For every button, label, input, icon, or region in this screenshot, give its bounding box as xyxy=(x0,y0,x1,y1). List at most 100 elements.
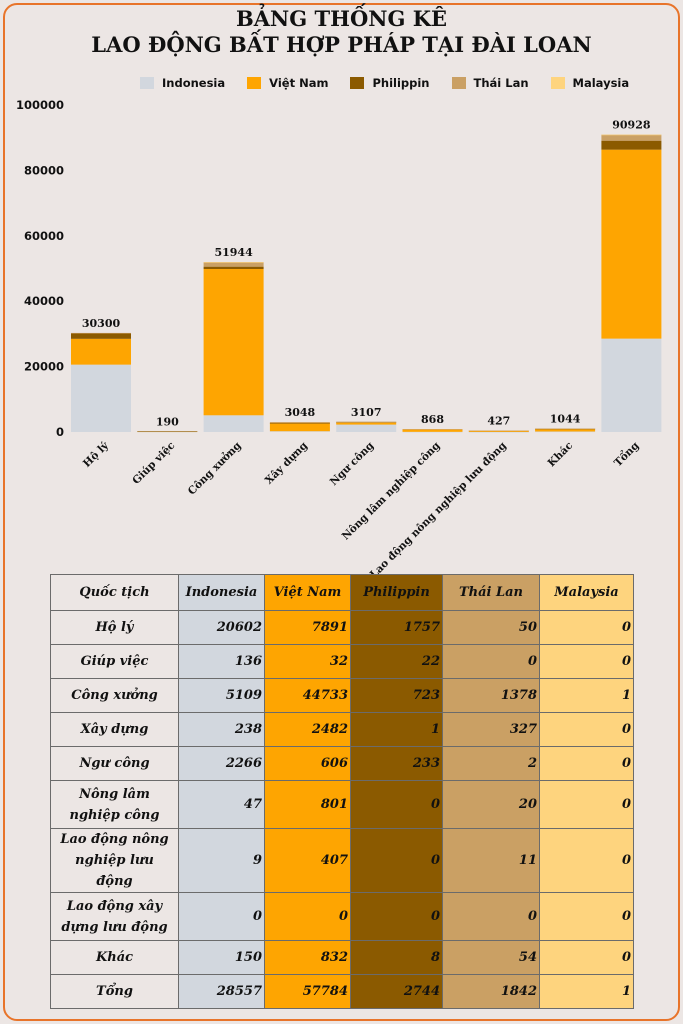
row-label: Giúp việc xyxy=(50,644,179,679)
x-tick-label-ho-ly: Hộ lý xyxy=(80,438,112,470)
table-cell-malaysia: 0 xyxy=(539,892,634,941)
table-cell-philippin: 0 xyxy=(350,828,443,893)
legend-item-malaysia: Malaysia xyxy=(550,76,629,90)
table-header-row: Quốc tịch Indonesia Việt Nam Philippin Thái … xyxy=(50,574,634,611)
x-tick-label-giup-viec: Giúp việc xyxy=(130,439,178,487)
legend-swatch xyxy=(550,77,565,89)
table-header-malaysia: Malaysia xyxy=(539,574,634,611)
bar-segment-thai-lan-ho-ly xyxy=(71,332,131,334)
legend-swatch xyxy=(247,77,262,89)
table-cell-malaysia: 0 xyxy=(539,712,634,747)
table-header-quoc-tich: Quốc tịch xyxy=(50,574,179,611)
bar-segment-thai-lan-ngu-cong xyxy=(336,421,397,423)
bar-segment-thai-lan-tong xyxy=(601,134,662,141)
table-cell-viet-nam: 2482 xyxy=(264,712,351,747)
table-cell-thai-lan: 50 xyxy=(442,610,540,645)
legend-swatch xyxy=(140,77,154,89)
table-cell-viet-nam: 57784 xyxy=(264,974,351,1009)
data-label-total: 3048 xyxy=(285,406,316,419)
bar-segment-philippin-ho-ly xyxy=(71,333,131,339)
bar-segment-indonesia-tong xyxy=(601,338,662,432)
data-table: Quốc tịch Indonesia Việt Nam Philippin Thái … xyxy=(50,574,634,1009)
bar-segment-philippin-cong-xuong xyxy=(203,266,264,270)
bar-segment-thai-lan-khac xyxy=(535,428,596,430)
row-label: Ngư công xyxy=(50,746,179,781)
table-cell-philippin: 0 xyxy=(350,780,443,829)
table-cell-indonesia: 20602 xyxy=(178,610,265,645)
legend-label: Indonesia xyxy=(162,76,226,90)
y-tick-label: 40000 xyxy=(24,294,64,308)
y-tick-label: 20000 xyxy=(24,360,64,374)
bar-segment-indonesia-lao-dong-nong-nghiep-luu-dong xyxy=(468,431,529,433)
data-label-total: 868 xyxy=(421,413,444,426)
bar-segment-thai-lan-lao-dong-nong-nghiep-luu-dong xyxy=(468,430,529,432)
y-tick-label: 60000 xyxy=(24,229,64,243)
table-cell-philippin: 723 xyxy=(350,678,443,713)
data-label-total: 427 xyxy=(487,415,510,428)
bar-segment-thai-lan-cong-xuong xyxy=(203,262,264,267)
bar-segment-viet-nam-tong xyxy=(601,149,662,339)
legend-label: Việt Nam xyxy=(269,76,329,90)
table-row: Khác 150 832 8 54 0 xyxy=(50,940,634,975)
row-label: Tổng xyxy=(50,974,179,1009)
table-cell-viet-nam: 0 xyxy=(264,892,351,941)
table-cell-malaysia: 1 xyxy=(539,678,634,713)
row-label: Lao động xây dựng lưu động xyxy=(50,892,179,941)
y-tick-label: 100000 xyxy=(16,98,64,112)
row-label: Hộ lý xyxy=(50,610,179,645)
table-cell-malaysia: 0 xyxy=(539,940,634,975)
data-label-total: 90928 xyxy=(612,119,651,132)
legend-item-thai-lan: Thái Lan xyxy=(451,76,529,90)
bar-segment-viet-nam-cong-xuong xyxy=(203,269,264,416)
data-label-total: 3107 xyxy=(351,406,382,419)
bar-segment-viet-nam-khac xyxy=(535,428,596,432)
legend-item-indonesia: Indonesia xyxy=(140,76,225,90)
table-cell-viet-nam: 407 xyxy=(264,828,351,893)
table-cell-indonesia: 28557 xyxy=(178,974,265,1009)
legend-label: Philippin xyxy=(372,76,430,90)
x-tick-label-khac: Khác xyxy=(546,440,576,470)
data-label-total: 30300 xyxy=(82,317,121,330)
legend-swatch xyxy=(350,77,365,89)
x-tick-label-lao-dong-nong-nghiep-luu-dong: Lao động nông nghiệp lưu động xyxy=(367,438,509,575)
table-cell-thai-lan: 2 xyxy=(442,746,540,781)
y-tick-label: 0 xyxy=(56,425,64,439)
x-tick-label-cong-xuong: Công xưởng xyxy=(185,438,244,497)
table-cell-viet-nam: 832 xyxy=(264,940,351,975)
x-tick-label-xay-dung: Xây dựng xyxy=(263,439,311,487)
legend-swatch xyxy=(451,77,466,89)
row-label: Công xưởng xyxy=(50,678,179,713)
data-label-total: 51944 xyxy=(214,246,253,259)
title-line-1: BẢNG THỐNG KÊ xyxy=(236,6,447,31)
table-cell-malaysia: 0 xyxy=(539,828,634,893)
table-cell-malaysia: 0 xyxy=(539,746,634,781)
table-cell-indonesia: 150 xyxy=(178,940,265,975)
table-cell-malaysia: 1 xyxy=(539,974,634,1009)
table-cell-thai-lan: 0 xyxy=(442,644,540,679)
table-cell-malaysia: 0 xyxy=(539,780,634,829)
stacked-bar-chart: 0 20000 40000 60000 80000 100000 30300 Hộ lý 190… xyxy=(16,98,662,575)
table-cell-indonesia: 0 xyxy=(178,892,265,941)
row-label: Xây dựng xyxy=(50,712,179,747)
x-tick-label-ngu-cong: Ngư công xyxy=(328,439,377,488)
table-cell-philippin: 8 xyxy=(350,940,443,975)
table-row: Hộ lý 20602 7891 1757 50 0 xyxy=(50,610,634,645)
table-cell-thai-lan: 1378 xyxy=(442,678,540,713)
title-line-2: LAO ĐỘNG BẤT HỢP PHÁP TẠI ĐÀI LOAN xyxy=(91,32,592,57)
table-cell-indonesia: 238 xyxy=(178,712,265,747)
page-border xyxy=(3,3,680,1021)
table-cell-philippin: 22 xyxy=(350,644,443,679)
data-label-total: 190 xyxy=(156,415,179,428)
bar-segment-indonesia-nong-lam-nghiep-cong xyxy=(402,431,463,433)
bar-segment-viet-nam-nong-lam-nghiep-cong xyxy=(402,429,463,432)
table-header-philippin: Philippin xyxy=(350,574,443,611)
table-cell-malaysia: 0 xyxy=(539,610,634,645)
table-row: Nông lâm nghiệp công 47 801 0 20 0 xyxy=(50,780,634,829)
table-cell-thai-lan: 0 xyxy=(442,892,540,941)
row-label: Nông lâm nghiệp công xyxy=(50,780,179,829)
table-cell-malaysia: 0 xyxy=(539,644,634,679)
table-header-thai-lan: Thái Lan xyxy=(442,574,540,611)
bar-segment-viet-nam-xay-dung xyxy=(269,423,330,432)
bar-segment-indonesia-ho-ly xyxy=(71,364,131,432)
bar-segment-indonesia-ngu-cong xyxy=(336,424,397,432)
